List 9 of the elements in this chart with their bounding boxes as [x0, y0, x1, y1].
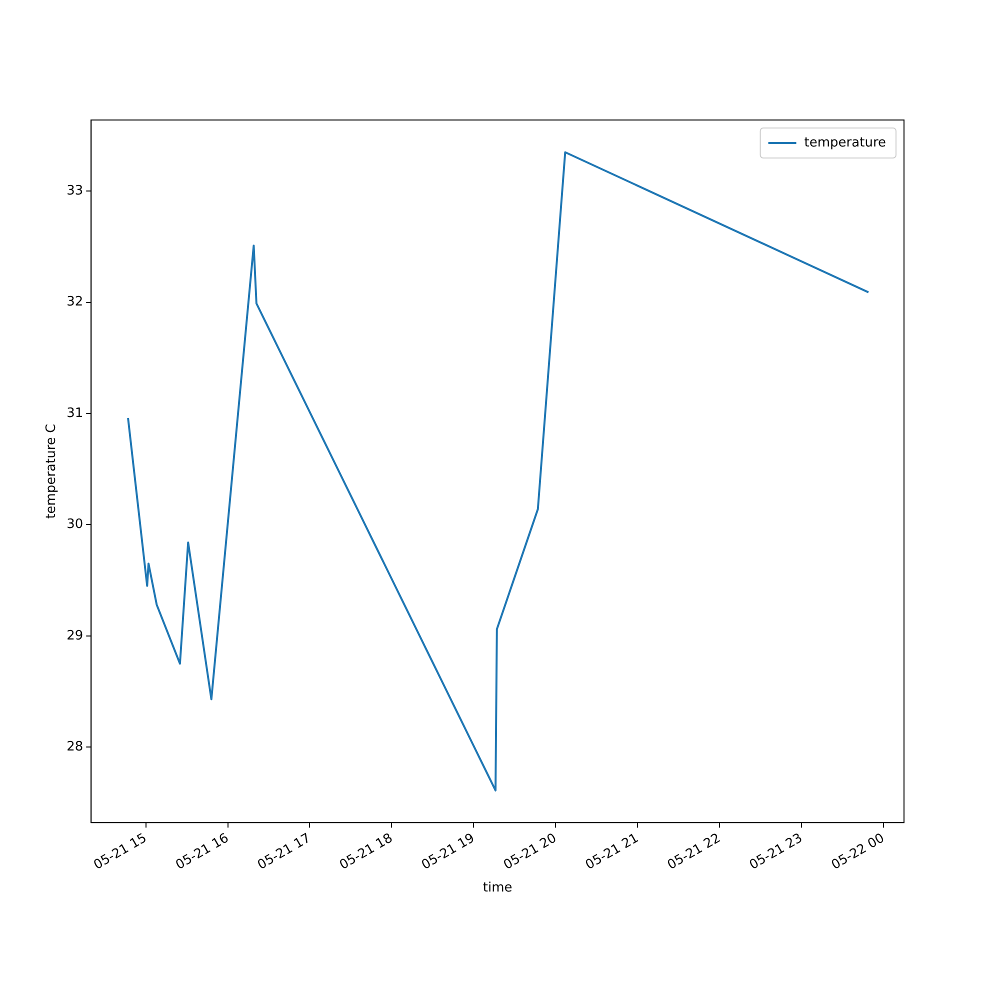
legend-label: temperature: [804, 135, 886, 150]
y-axis-title: temperature C: [44, 424, 60, 519]
y-tick-label: 33: [66, 184, 84, 199]
y-tick-label: 32: [66, 294, 84, 310]
y-tick-label: 30: [66, 517, 84, 532]
y-tick-label: 31: [66, 406, 84, 421]
x-axis-title: time: [482, 880, 512, 896]
y-tick-label: 28: [66, 739, 84, 754]
y-tick-label: 29: [66, 628, 84, 644]
